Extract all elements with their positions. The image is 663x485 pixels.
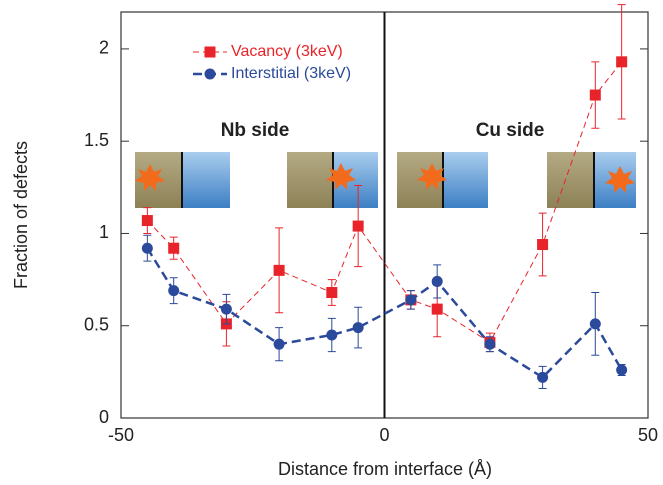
legend-marker bbox=[204, 46, 216, 58]
data-point bbox=[431, 303, 443, 315]
data-point bbox=[220, 303, 232, 315]
y-tick-label: 1.5 bbox=[84, 130, 109, 150]
annotation: Cu side bbox=[476, 120, 545, 141]
data-point bbox=[168, 285, 180, 297]
data-point bbox=[537, 239, 549, 251]
x-tick-label: 50 bbox=[638, 425, 658, 445]
data-point bbox=[141, 215, 153, 227]
series-line bbox=[146, 247, 623, 379]
data-point bbox=[326, 329, 338, 341]
data-point bbox=[326, 287, 338, 299]
data-point bbox=[484, 338, 496, 350]
x-tick-label: 0 bbox=[379, 425, 389, 445]
annotation: Nb side bbox=[221, 120, 290, 141]
data-point bbox=[405, 294, 417, 306]
data-point bbox=[273, 264, 285, 276]
y-tick-label: 1 bbox=[99, 222, 109, 242]
data-point bbox=[616, 364, 628, 376]
y-axis-label: Fraction of defects bbox=[11, 141, 31, 289]
x-axis-label: Distance from interface (Å) bbox=[278, 459, 492, 479]
y-tick-label: 2 bbox=[99, 38, 109, 58]
data-point bbox=[273, 338, 285, 350]
legend-label: Vacancy (3keV) bbox=[231, 43, 343, 60]
data-point bbox=[616, 56, 628, 68]
data-point bbox=[537, 371, 549, 383]
series-line bbox=[146, 61, 623, 344]
data-point bbox=[431, 275, 443, 287]
data-point bbox=[589, 318, 601, 330]
x-tick-label: -50 bbox=[108, 425, 134, 445]
y-tick-label: 0.5 bbox=[84, 314, 109, 334]
data-point bbox=[589, 89, 601, 101]
legend-marker bbox=[204, 68, 216, 80]
data-point bbox=[352, 322, 364, 334]
insets bbox=[135, 152, 636, 208]
data-point bbox=[141, 242, 153, 254]
y-tick-label: 0 bbox=[99, 407, 109, 427]
legend-label: Interstitial (3keV) bbox=[231, 65, 351, 82]
data-point bbox=[168, 242, 180, 254]
data-point bbox=[352, 220, 364, 232]
